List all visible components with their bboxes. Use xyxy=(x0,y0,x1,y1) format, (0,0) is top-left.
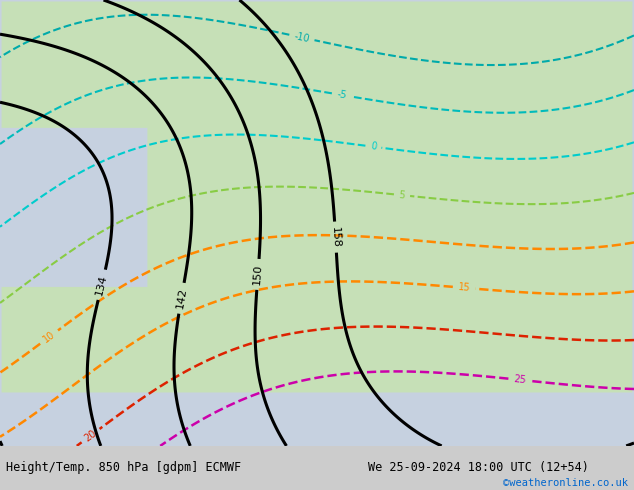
Text: 150: 150 xyxy=(252,264,264,285)
Text: -5: -5 xyxy=(336,89,347,101)
Text: 15: 15 xyxy=(457,282,470,294)
Text: 158: 158 xyxy=(330,226,341,248)
Text: Height/Temp. 850 hPa [gdpm] ECMWF: Height/Temp. 850 hPa [gdpm] ECMWF xyxy=(6,462,242,474)
Text: -10: -10 xyxy=(293,31,311,44)
Text: 5: 5 xyxy=(398,190,406,200)
Text: 20: 20 xyxy=(82,428,98,443)
Text: ©weatheronline.co.uk: ©weatheronline.co.uk xyxy=(503,478,628,488)
Text: 25: 25 xyxy=(513,374,526,386)
Text: 142: 142 xyxy=(175,287,188,310)
Text: 134: 134 xyxy=(94,273,109,296)
Text: We 25-09-2024 18:00 UTC (12+54): We 25-09-2024 18:00 UTC (12+54) xyxy=(368,462,588,474)
Text: 10: 10 xyxy=(41,329,57,344)
Text: 0: 0 xyxy=(370,142,377,152)
